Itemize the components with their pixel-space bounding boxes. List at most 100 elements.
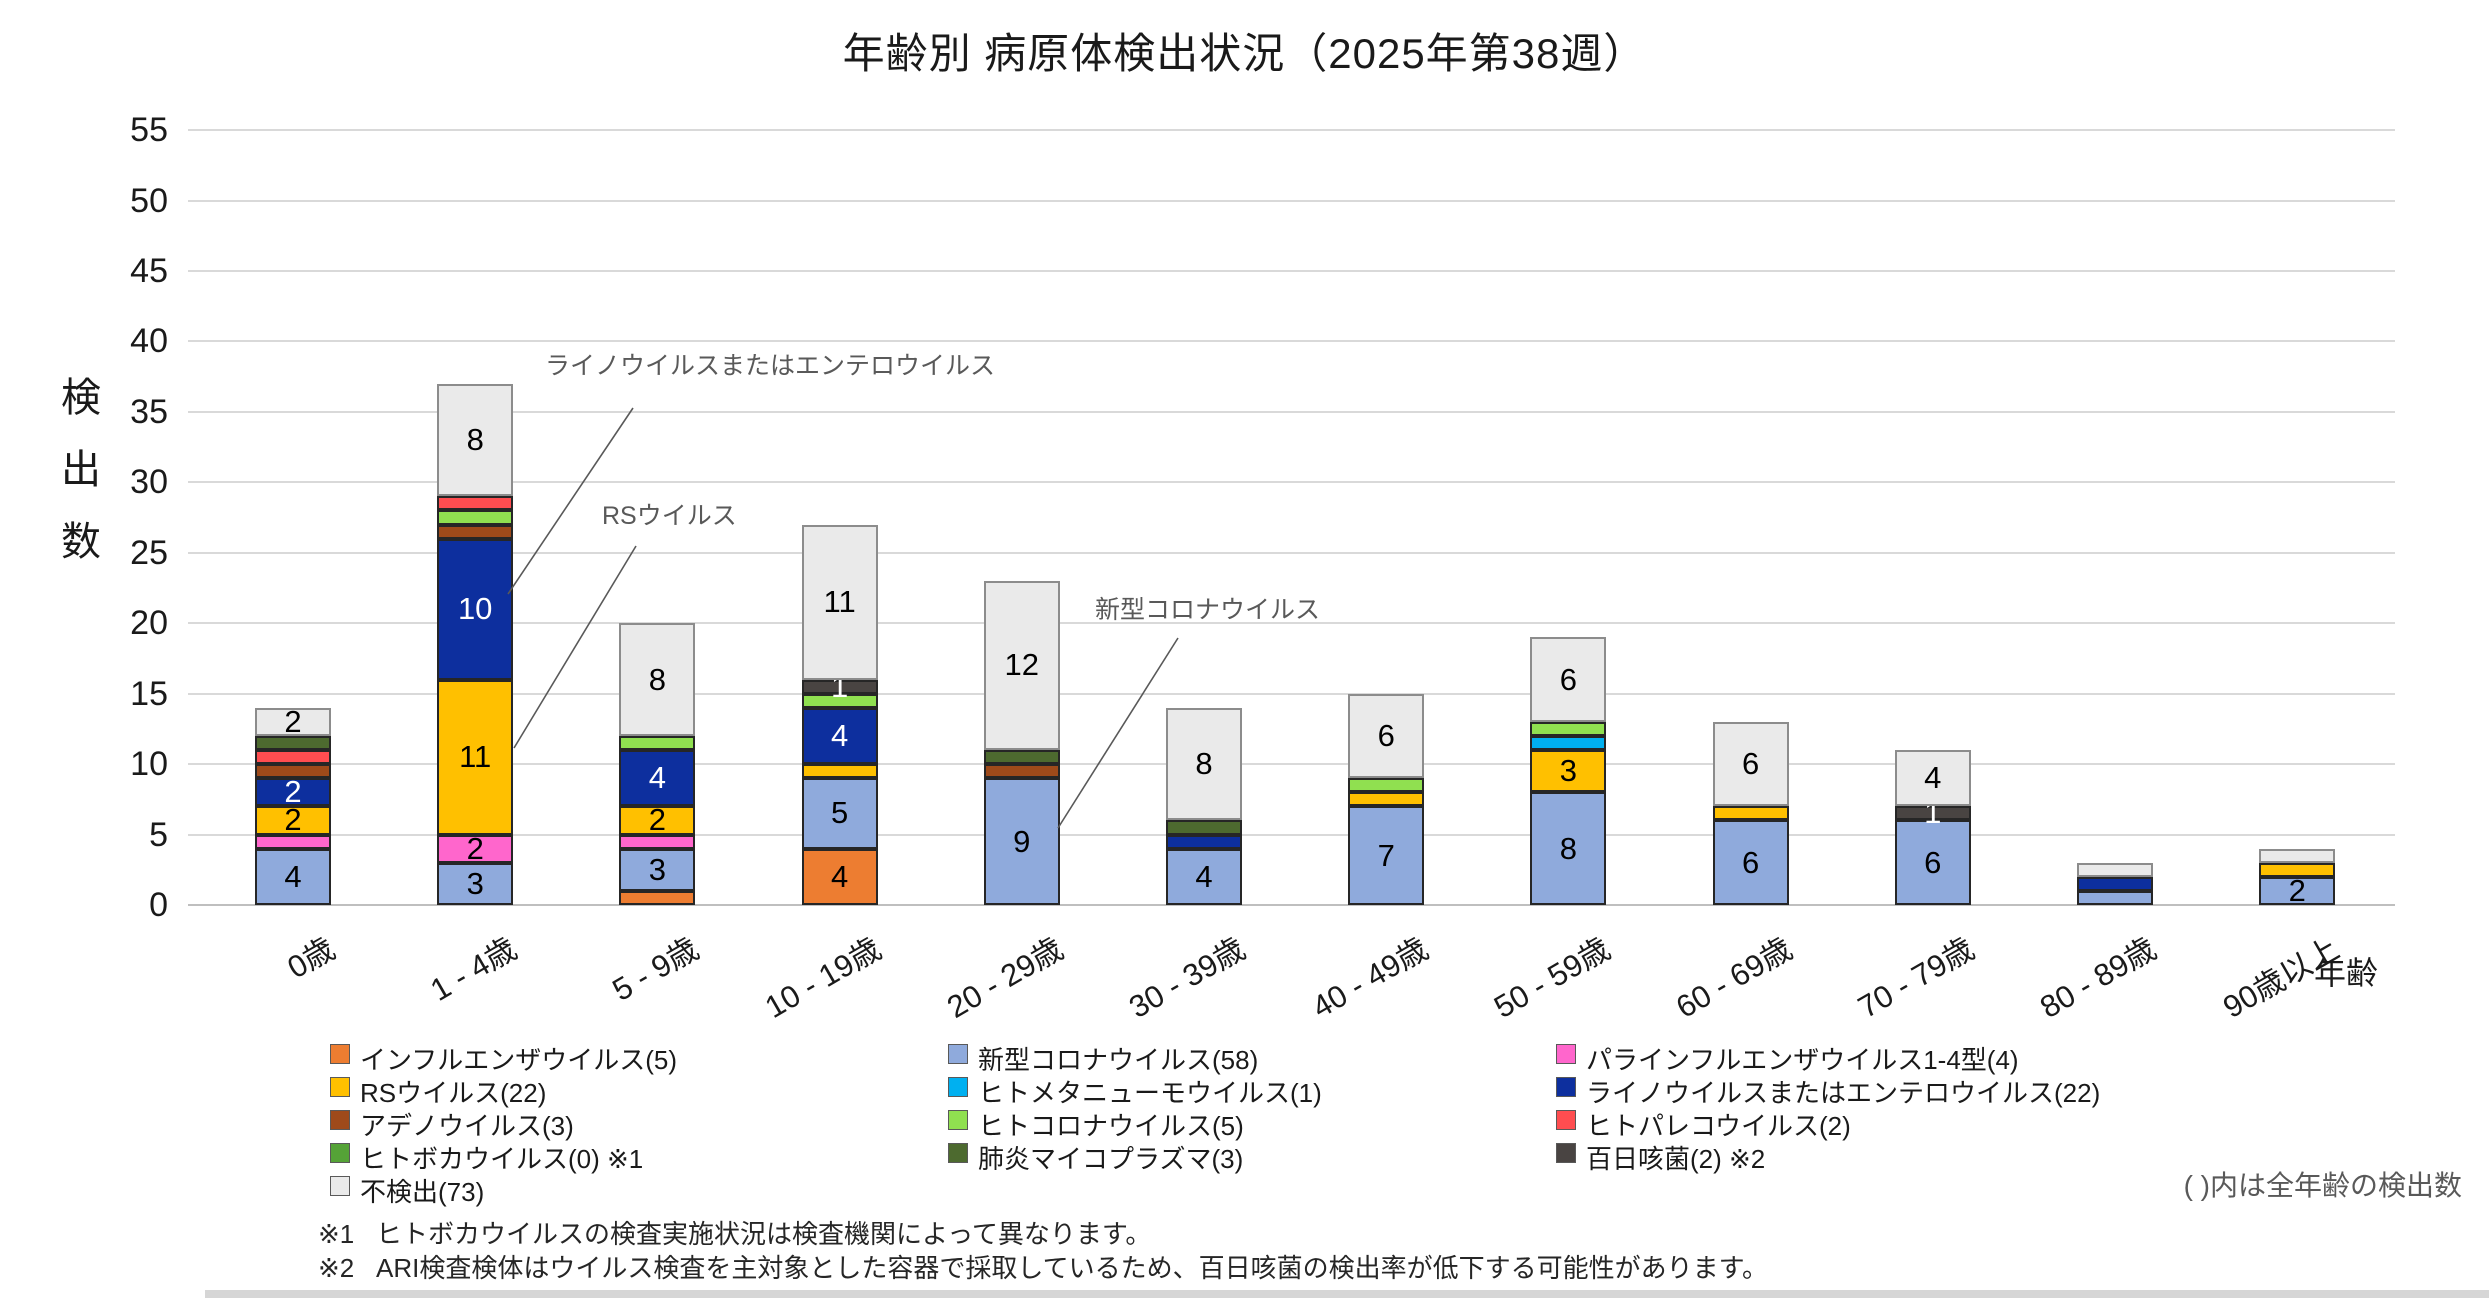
footnote-2-text: ARI検査検体はウイルス検査を主対象とした容器で採取しているため、百日咳菌の検出… — [376, 1253, 1768, 1283]
bar-segment — [2077, 890, 2153, 905]
bar-segment — [255, 764, 331, 779]
legend-label: 百日咳菌(2) ※2 — [1586, 1144, 1766, 1174]
gridline — [188, 340, 2395, 343]
bar-segment — [801, 764, 878, 779]
legend-label: 肺炎マイコプラズマ(3) — [978, 1144, 1244, 1174]
legend-label: ヒトパレコウイルス(2) — [1586, 1111, 1851, 1141]
bar-segment — [255, 735, 331, 750]
bar-segment: 6 — [1712, 721, 1789, 807]
y-tick-label: 40 — [130, 322, 168, 361]
legend-label: 不検出(73) — [360, 1177, 485, 1207]
y-tick-label: 30 — [130, 463, 168, 502]
gridline — [188, 763, 2395, 766]
bar-segment: 6 — [1712, 820, 1789, 905]
gridline — [188, 904, 2395, 906]
bar-segment — [1348, 778, 1425, 793]
annotation-line — [513, 545, 637, 749]
legend-swatch — [1556, 1044, 1576, 1064]
bar-segment — [1166, 820, 1242, 835]
legend-swatch — [330, 1143, 350, 1163]
bar-segment: 11 — [437, 679, 514, 835]
y-tick-label: 20 — [130, 604, 168, 643]
legend-swatch — [1556, 1143, 1576, 1163]
annotation-line — [507, 407, 634, 595]
bar-segment — [255, 750, 331, 765]
y-tick-label: 0 — [149, 886, 168, 924]
bar-segment — [801, 693, 878, 708]
legend-swatch — [1556, 1077, 1576, 1097]
x-axis-title: 年齢 — [2314, 955, 2379, 991]
bar-segment — [255, 834, 331, 849]
bar-segment — [1348, 792, 1425, 807]
gridline — [188, 551, 2395, 554]
bar-segment — [983, 764, 1060, 779]
page-title: 年齢別 病原体検出状況（2025年第38週） — [842, 30, 1647, 77]
footnote-2: ※2 ARI検査検体はウイルス検査を主対象とした容器で採取しているため、百日咳菌の… — [318, 1248, 1768, 1285]
y-tick-label: 55 — [130, 111, 168, 150]
legend-swatch — [948, 1110, 968, 1130]
y-tick-label: 15 — [130, 674, 168, 713]
y-axis-title: 検出数 — [55, 376, 99, 592]
bar-segment — [983, 750, 1060, 765]
gridline — [188, 410, 2395, 413]
y-tick-label: 5 — [149, 815, 168, 854]
y-tick-label: 50 — [130, 181, 168, 220]
legend-swatch — [330, 1110, 350, 1130]
bar-segment — [1166, 834, 1242, 849]
bar-segment — [2259, 848, 2336, 863]
annotation-label: ライノウイルスまたはエンテロウイルス — [545, 352, 996, 380]
bar-segment — [437, 524, 514, 539]
bar-segment — [1530, 735, 1607, 750]
bar-segment — [619, 890, 696, 905]
annotation-line — [1057, 637, 1179, 829]
legend-swatch — [948, 1077, 968, 1097]
legend-label: ヒトボカウイルス(0) ※1 — [360, 1144, 644, 1174]
gridline — [188, 269, 2395, 272]
y-tick-label: 45 — [130, 251, 168, 290]
footnote-1: ※1 ヒトボカウイルスの検査実施状況は検査機関によって異なります。 — [318, 1214, 1151, 1251]
legend-swatch — [1556, 1110, 1576, 1130]
legend-swatch — [330, 1077, 350, 1097]
legend-label: RSウイルス(22) — [360, 1078, 547, 1108]
legend-swatch — [948, 1044, 968, 1064]
footnote-1-mark: ※1 — [318, 1219, 355, 1249]
bar-segment: 2 — [2259, 875, 2336, 906]
bottom-edge — [205, 1290, 2489, 1298]
legend-label: パラインフルエンザウイルス1-4型(4) — [1586, 1045, 2019, 1075]
bar-segment — [1712, 806, 1789, 821]
bar-segment — [2077, 876, 2153, 891]
legend-label: ヒトコロナウイルス(5) — [978, 1111, 1244, 1141]
bar-segment — [437, 496, 514, 511]
legend-swatch — [948, 1143, 968, 1163]
gridline — [188, 833, 2395, 836]
bar-segment — [1530, 721, 1607, 736]
y-tick-label: 10 — [130, 745, 168, 784]
legend-label: 新型コロナウイルス(58) — [978, 1045, 1259, 1075]
footnote-2-mark: ※2 — [318, 1253, 355, 1283]
y-tick-label: 25 — [130, 533, 168, 572]
bar-segment — [619, 834, 696, 849]
bar-segment — [2259, 862, 2336, 877]
bar-segment — [437, 510, 514, 525]
legend-label: ヒトメタニューモウイルス(1) — [978, 1078, 1322, 1108]
bar-segment: 12 — [983, 580, 1060, 750]
gridline — [188, 129, 2395, 132]
footnote-1-text: ヒトボカウイルスの検査実施状況は検査機関によって異なります。 — [376, 1219, 1152, 1249]
annotation-label: 新型コロナウイルス — [1095, 596, 1321, 624]
bar-segment: 6 — [1348, 693, 1425, 779]
legend-note: ( )内は全年齢の検出数 — [2183, 1170, 2462, 1201]
legend-label: アデノウイルス(3) — [360, 1111, 574, 1141]
legend-label: ライノウイルスまたはエンテロウイルス(22) — [1586, 1078, 2101, 1108]
bar-segment — [2077, 862, 2153, 877]
gridline — [188, 692, 2395, 695]
legend-swatch — [330, 1176, 350, 1196]
bar-segment: 4 — [255, 848, 331, 905]
gridline — [188, 622, 2395, 625]
bar-segment: 5 — [801, 778, 878, 849]
legend-swatch — [330, 1044, 350, 1064]
gridline — [188, 481, 2395, 484]
gridline — [188, 199, 2395, 202]
annotation-label: RSウイルス — [602, 502, 737, 530]
bar-segment — [619, 735, 696, 750]
